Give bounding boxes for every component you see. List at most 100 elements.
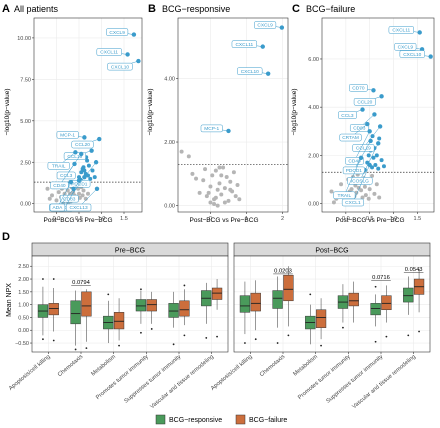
label-connector <box>353 140 371 171</box>
point-nonsignificant <box>222 186 227 191</box>
plot-border <box>33 17 143 213</box>
x-tick-label: 2 <box>281 216 284 222</box>
point-nonsignificant <box>83 196 88 201</box>
y-tick-label: 1.50 <box>18 290 29 296</box>
y-tick-label: −0.50 <box>15 341 29 347</box>
box-outlier <box>85 347 88 350</box>
point-label-box <box>200 124 223 133</box>
box-body <box>81 291 92 317</box>
box-body <box>348 292 359 307</box>
point-nonsignificant <box>360 195 365 200</box>
point-labeled <box>68 179 74 185</box>
point-nonsignificant <box>50 193 54 198</box>
box-body <box>239 295 251 313</box>
point-nonsignificant <box>235 182 240 187</box>
point-labeled <box>371 88 376 93</box>
point-label: CD83 <box>353 126 366 132</box>
point-label: MCP-1 <box>60 133 75 139</box>
category-label: Suppresses tumor immunity <box>123 354 182 405</box>
box-body <box>370 303 381 316</box>
point-significant <box>88 176 93 181</box>
point-nonsignificant <box>197 190 202 195</box>
category-label: Chemotaxis <box>57 354 84 378</box>
y-tick-label: 6.00 <box>308 57 319 63</box>
point-nonsignificant <box>228 179 233 184</box>
box-outlier <box>385 335 388 338</box>
point-label: CXCL9 <box>109 30 125 36</box>
x-tick-label: 1 <box>245 216 248 222</box>
point-label: CXCL9 <box>257 23 273 29</box>
box-outlier <box>309 293 312 296</box>
box-outlier <box>276 342 279 344</box>
label-connector <box>352 164 370 203</box>
y-tick-label: 0.00 <box>18 328 29 334</box>
point-label: CCL3 <box>341 113 354 119</box>
y-tick-label: 2.00 <box>164 140 175 146</box>
point-significant <box>376 166 381 171</box>
point-nonsignificant <box>366 196 371 201</box>
box-body <box>250 292 261 312</box>
box-body <box>272 290 283 309</box>
category-label: Vascular and tissue remodeling <box>149 354 214 410</box>
y-tick-label: 5.00 <box>20 119 31 125</box>
point-nonsignificant <box>206 190 211 195</box>
point-nonsignificant <box>231 170 236 175</box>
point-labeled <box>93 160 99 165</box>
point-label: CXCL10 <box>241 69 259 75</box>
panel-b-letter: B <box>148 3 156 15</box>
panel-a-letter: A <box>2 3 10 15</box>
box-outlier <box>42 338 44 341</box>
point-nonsignificant <box>329 189 334 194</box>
panel-d-letter: D <box>2 231 10 243</box>
facet-plot-area <box>32 256 228 352</box>
y-tick-label: 2.50 <box>20 160 31 166</box>
point-label: ICOSLG <box>351 179 369 185</box>
legend-swatch-failure <box>235 414 246 425</box>
p-value-label: 0.0543 <box>405 267 423 273</box>
point-label-box <box>341 198 364 207</box>
box-body <box>48 303 59 316</box>
point-label-box <box>349 124 369 132</box>
panel-c-ylabel: −log10(p−value) <box>291 89 298 136</box>
point-label-box <box>254 21 277 29</box>
box-body <box>381 295 392 311</box>
point-labeled <box>82 135 87 140</box>
point-label: ADA <box>53 205 64 211</box>
legend-swatch-responsive <box>155 414 166 425</box>
facet-label: Pre−BCG <box>115 248 145 255</box>
point-nonsignificant <box>45 186 50 191</box>
box-outlier <box>244 342 246 344</box>
y-tick-label: 1.00 <box>18 303 29 309</box>
y-tick-label: 4.00 <box>308 105 319 111</box>
box-body <box>179 300 190 317</box>
panel-b: B BCG−responsive −log10(p−value) Post−BC… <box>147 3 289 224</box>
box-outlier <box>418 330 420 333</box>
plot-border <box>321 17 435 213</box>
x-tick-label: 1.5 <box>120 216 128 222</box>
p-value-label: 0.0716 <box>372 275 390 281</box>
box-outlier <box>287 334 290 337</box>
point-nonsignificant <box>362 184 367 189</box>
point-label-box <box>56 131 79 139</box>
label-connector <box>57 182 72 208</box>
y-tick-label: 0.00 <box>308 202 319 208</box>
point-nonsignificant <box>370 173 375 178</box>
point-label-box <box>338 111 357 119</box>
point-label: TRAIL <box>338 193 352 199</box>
point-nonsignificant <box>222 200 227 205</box>
point-label: CD70 <box>352 85 365 91</box>
point-nonsignificant <box>212 202 217 207</box>
point-label: CXCL11 <box>100 50 118 56</box>
point-nonsignificant <box>377 195 382 200</box>
panel-d: D Mean NPX Pre−BCG Apoptosis/cell killing… <box>2 231 431 425</box>
box-body <box>70 300 81 325</box>
y-tick-label: 10.00 <box>17 36 31 42</box>
box-outlier <box>74 348 77 351</box>
point-nonsignificant <box>208 200 213 205</box>
point-label-box <box>237 67 263 75</box>
legend: BCG−responsive BCG−failure <box>155 414 287 425</box>
label-connector <box>354 131 370 161</box>
box-outlier <box>342 326 344 329</box>
point-significant <box>92 175 97 180</box>
